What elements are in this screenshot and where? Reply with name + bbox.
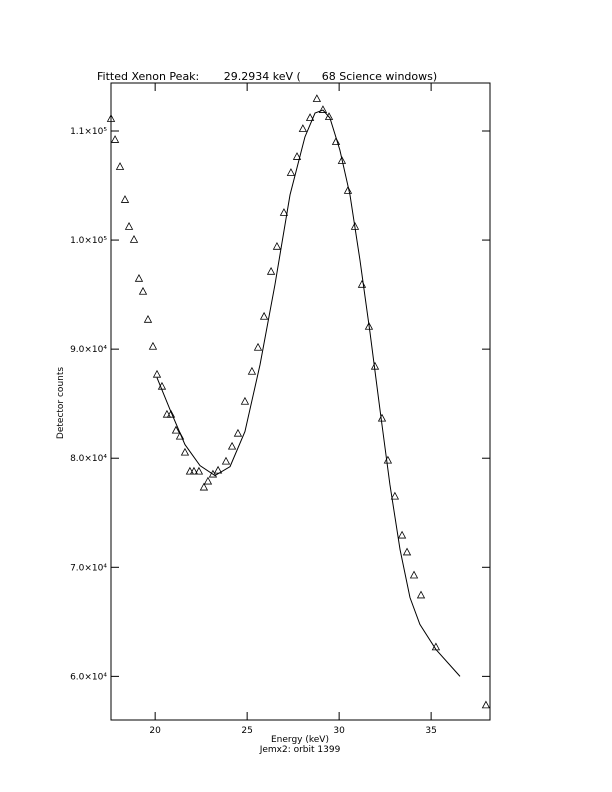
data-point (203, 476, 213, 485)
y-tick-label: 6.0×10⁴ (70, 672, 107, 682)
plot-frame (110, 82, 491, 721)
x-tick-label: 35 (425, 726, 436, 736)
data-point (292, 152, 302, 160)
y-tick-label: 9.0×10⁴ (70, 345, 107, 355)
data-point (337, 156, 347, 164)
x-tick-label: 20 (149, 726, 161, 736)
data-point (240, 396, 250, 405)
data-point (247, 366, 257, 375)
x-tick-label: 25 (241, 726, 252, 736)
data-point (390, 491, 400, 500)
data-point (124, 222, 134, 230)
fit-line (156, 109, 461, 677)
data-point (110, 135, 120, 143)
data-point (331, 137, 341, 145)
data-point (129, 235, 139, 243)
data-point (324, 112, 334, 120)
data-point (305, 113, 315, 121)
data-point (272, 241, 282, 250)
data-point (171, 425, 181, 434)
data-point (266, 266, 276, 275)
y-tick-label: 8.0×10⁴ (70, 454, 107, 464)
data-point (318, 105, 328, 113)
data-point (286, 168, 296, 176)
x-tick-label: 30 (333, 726, 345, 736)
data-point (357, 279, 367, 288)
data-point (397, 530, 407, 539)
y-tick-label: 7.0×10⁴ (70, 563, 107, 573)
data-point (138, 286, 148, 295)
y-tick-label: 1.0×10⁵ (70, 236, 107, 246)
y-tick-label: 1.1×10⁵ (70, 127, 107, 137)
data-point (152, 369, 162, 378)
data-point (383, 455, 393, 464)
x-axis-label: Energy (keV) (271, 735, 329, 745)
chart-title: Fitted Xenon Peak: 29.2934 keV ( 68 Scie… (97, 70, 437, 83)
subtitle: Jemx2: orbit 1399 (259, 745, 341, 755)
data-point (402, 547, 412, 556)
data-point (115, 162, 125, 170)
data-point (189, 466, 199, 475)
data-point (166, 409, 176, 418)
data-point (208, 469, 218, 478)
data-point (377, 413, 387, 422)
data-point (343, 186, 353, 194)
data-point (253, 342, 263, 351)
data-point (134, 273, 144, 282)
data-point (279, 208, 289, 216)
data-point (148, 341, 158, 350)
y-axis-label: Detector counts (56, 367, 66, 439)
data-point (106, 114, 116, 122)
data-point (364, 321, 374, 330)
data-point (481, 700, 491, 709)
data-point (298, 124, 308, 132)
data-point (416, 590, 426, 599)
data-point (199, 482, 209, 491)
data-point (233, 428, 243, 437)
data-point (194, 466, 204, 475)
data-point (259, 311, 269, 320)
data-point (312, 94, 322, 102)
data-point (409, 570, 419, 579)
data-point (180, 447, 190, 456)
data-point (185, 466, 195, 475)
data-point (227, 441, 237, 450)
data-point (221, 456, 231, 465)
data-point (120, 195, 130, 203)
data-point (143, 314, 153, 323)
data-point (162, 409, 172, 418)
